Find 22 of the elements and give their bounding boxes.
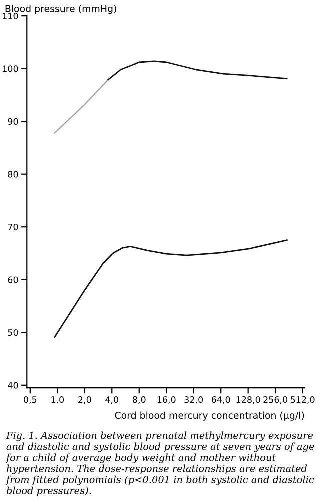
x-tick-label: 2,0	[78, 396, 92, 404]
y-axis-title: Blood pressure (mmHg)	[6, 5, 116, 14]
x-tick-label: 128,0	[236, 396, 260, 404]
x-axis-title: Cord blood mercury concentration (µg/l)	[115, 412, 304, 421]
y-tick-label: 100	[3, 66, 18, 72]
x-tick-label: 16,0	[158, 396, 176, 404]
y-tick-label: 110	[3, 12, 18, 20]
x-tick-label: 1,0	[52, 396, 64, 404]
x-tick-label: 0,5	[24, 396, 37, 404]
x-tick-label: 4,0	[106, 396, 119, 404]
x-tick-label: 32,0	[184, 396, 204, 404]
y-tick-label: 50	[8, 329, 18, 336]
y-tick-label: 90	[8, 118, 18, 126]
y-tick-label: 40	[8, 382, 18, 389]
y-tick-label: 70	[8, 224, 18, 231]
x-tick-label: 64,0	[212, 396, 230, 404]
x-tick-label: 8,0	[133, 396, 146, 404]
y-tick-label: 80	[8, 171, 18, 178]
caption: Fig. 1. Association between prenatal methylmercury exposure and diastolic and systolic blood pressure at seven years of age for a child of average body weight and mother without hypertension. The dose-response relationships are estimated from fitted polynomials (p<0.001 in both systolic and diastolic blood pressures).	[6, 432, 314, 496]
x-tick-label: 256,0	[264, 396, 288, 404]
y-tick-label: 60	[8, 276, 18, 284]
x-tick-label: 512,0	[290, 396, 315, 404]
